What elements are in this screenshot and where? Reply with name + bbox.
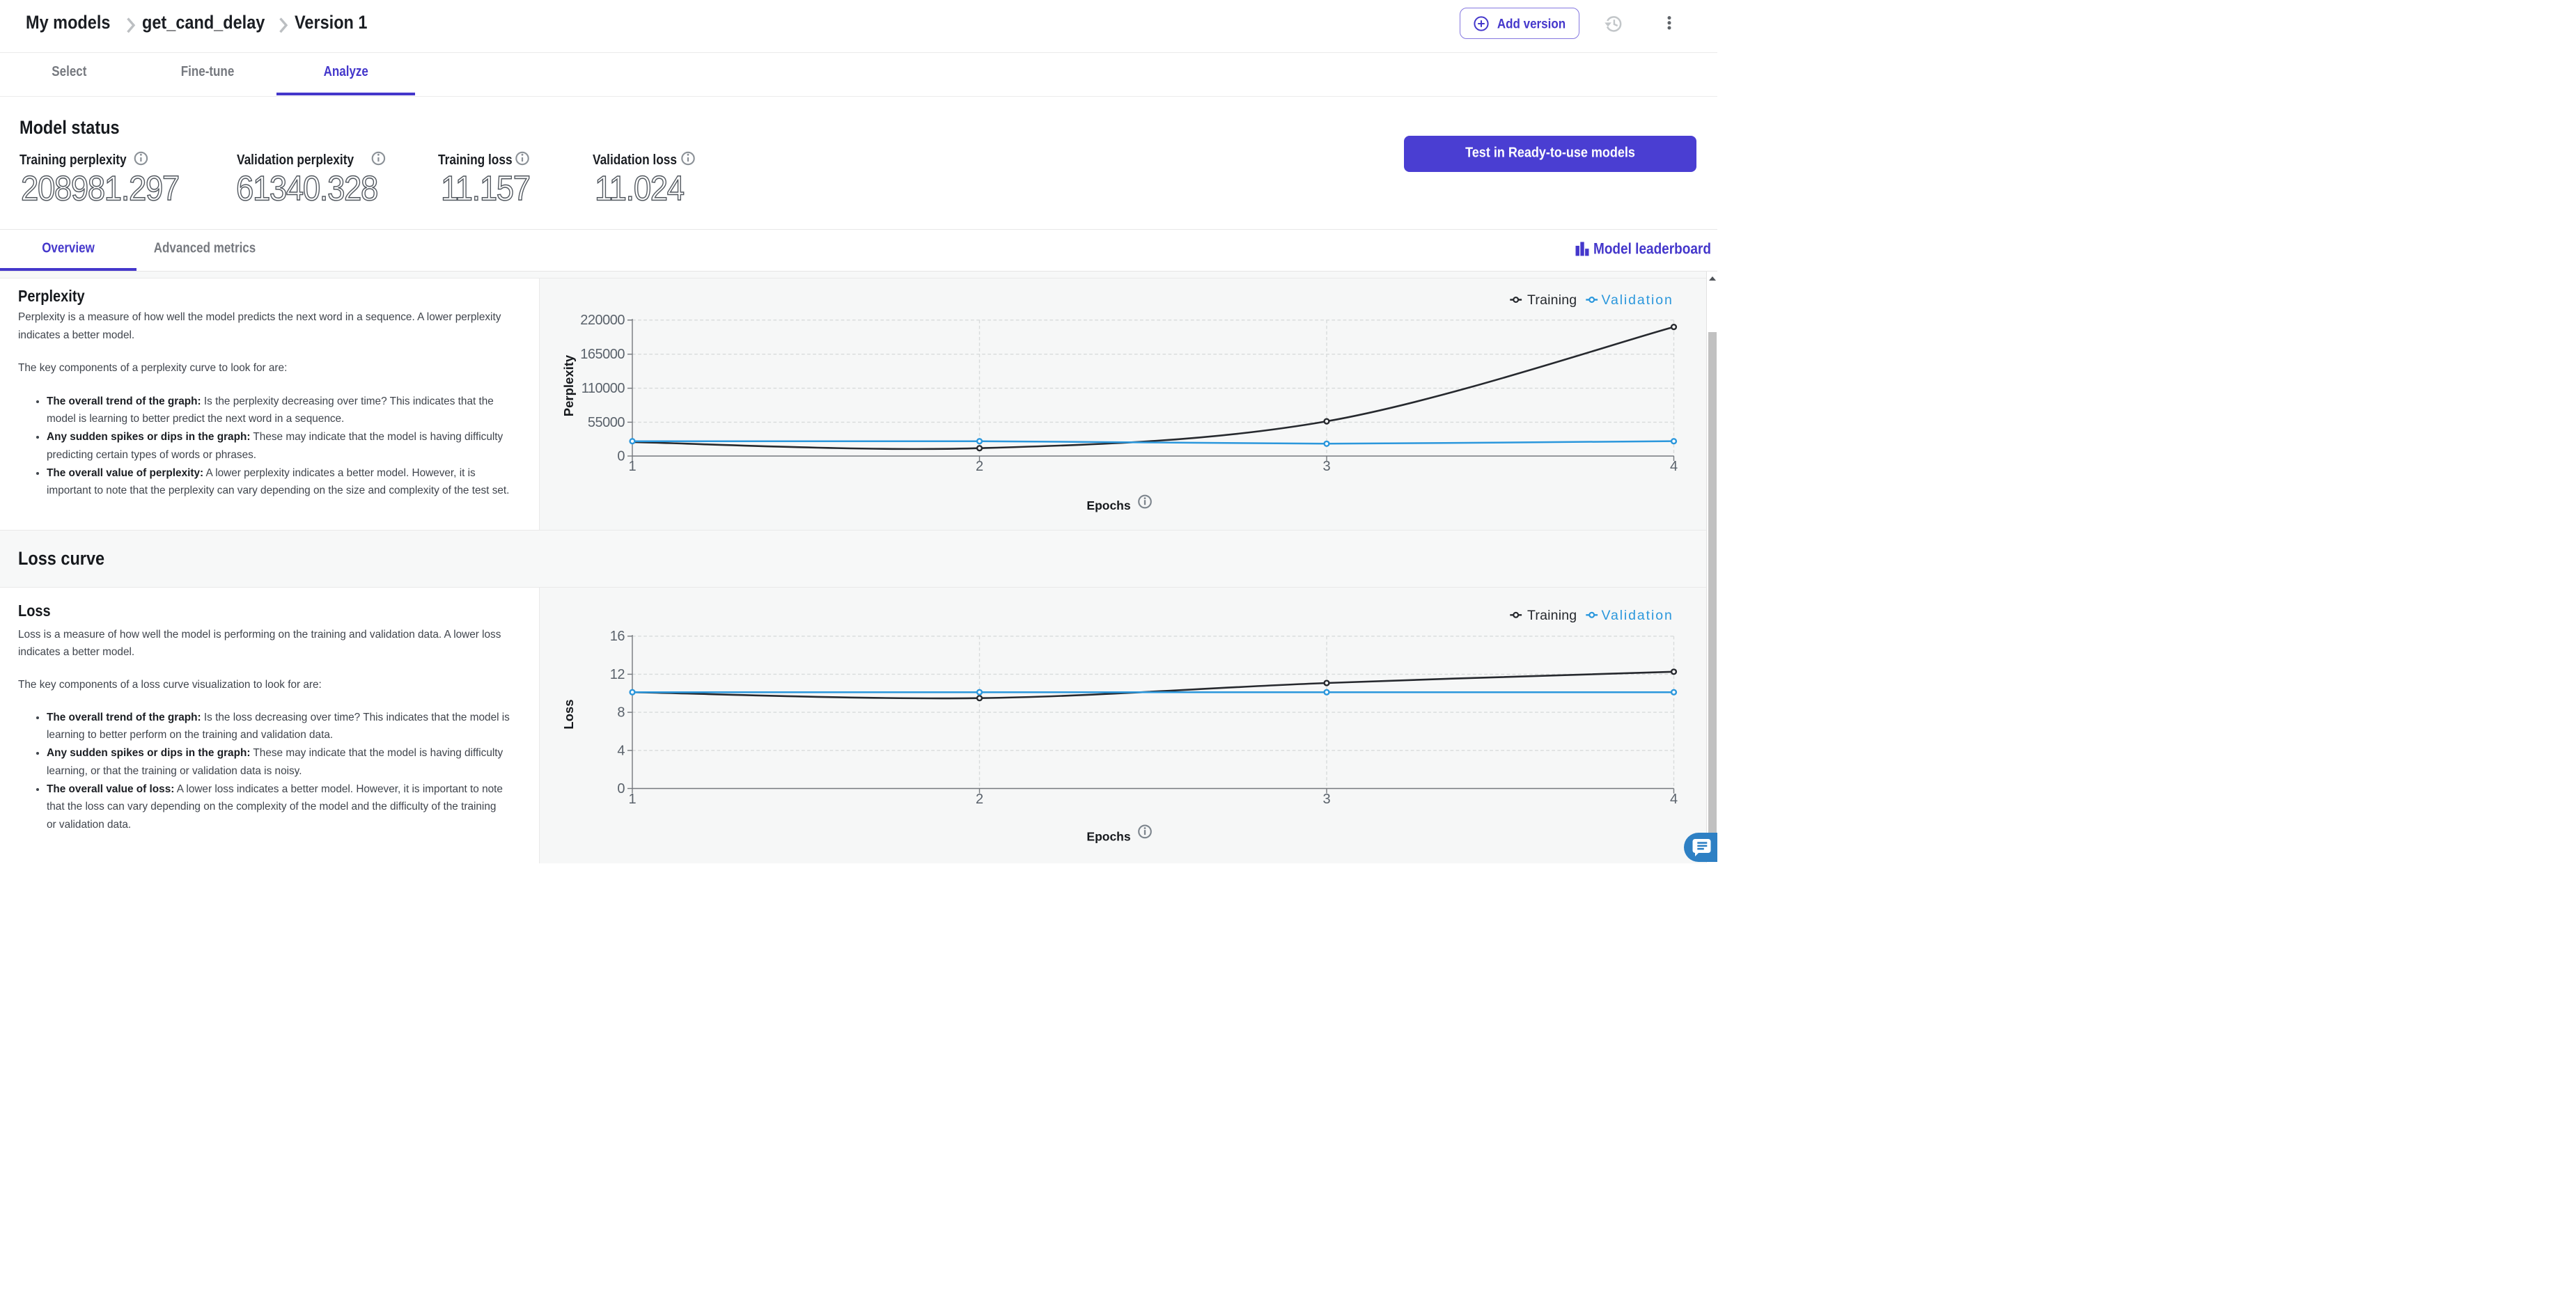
svg-text:4: 4: [617, 743, 625, 758]
svg-text:8: 8: [617, 705, 625, 721]
svg-text:3: 3: [1322, 459, 1330, 474]
svg-text:220000: 220000: [580, 313, 625, 328]
svg-text:110000: 110000: [581, 381, 625, 396]
svg-text:2: 2: [976, 792, 983, 807]
svg-text:Epochs: Epochs: [1086, 830, 1130, 844]
svg-text:4: 4: [1670, 459, 1678, 474]
svg-text:2: 2: [976, 459, 983, 474]
svg-text:0: 0: [617, 449, 625, 464]
svg-text:165000: 165000: [580, 347, 625, 362]
svg-text:Training: Training: [1527, 608, 1577, 623]
svg-text:1: 1: [628, 792, 636, 807]
svg-text:Epochs: Epochs: [1086, 499, 1130, 512]
svg-text:Loss: Loss: [561, 699, 576, 729]
svg-text:Validation: Validation: [1602, 608, 1673, 623]
svg-text:Validation: Validation: [1602, 292, 1673, 308]
svg-text:4: 4: [1670, 792, 1678, 807]
svg-text:12: 12: [610, 667, 625, 682]
svg-text:1: 1: [628, 459, 636, 474]
svg-text:55000: 55000: [588, 415, 625, 430]
svg-text:16: 16: [610, 629, 625, 644]
svg-text:Training: Training: [1527, 292, 1577, 308]
svg-text:0: 0: [617, 781, 625, 796]
svg-text:Perplexity: Perplexity: [561, 354, 576, 416]
svg-text:3: 3: [1322, 792, 1330, 807]
